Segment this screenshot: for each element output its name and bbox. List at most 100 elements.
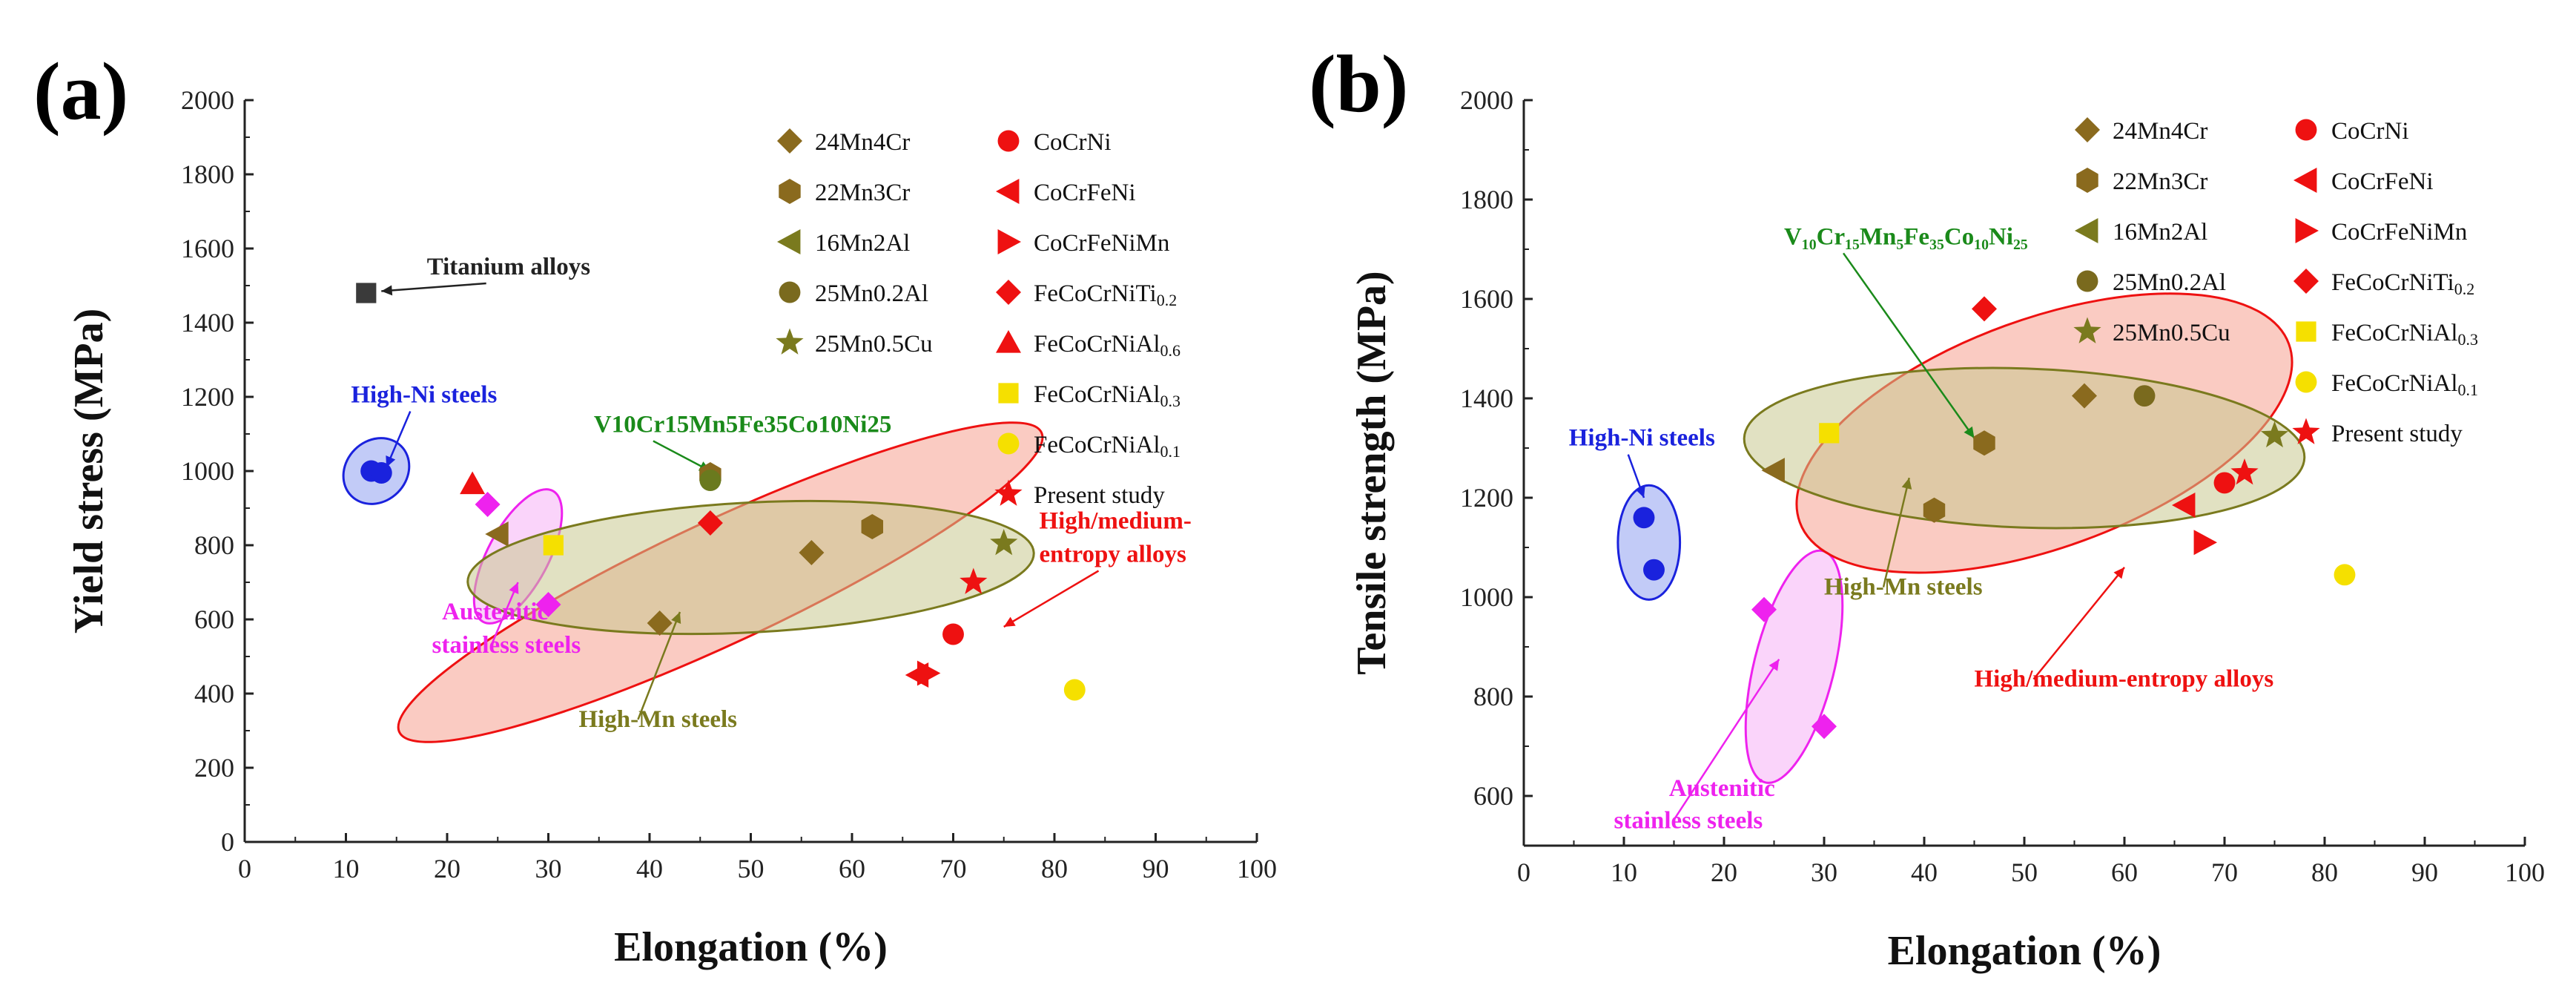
panel-b: (b) 0 10 20 30 40 50 60 70 80 90 100 600 800 1000 1200 1… [1309, 39, 2545, 974]
y-tick-label: 200 [194, 753, 234, 783]
x-tick-label: 70 [940, 854, 967, 883]
annotation-arrow-head [1964, 426, 1975, 438]
legend-marker-fecocrnial0-1 [2295, 371, 2317, 393]
legend-label-text: 25Mn0.2Al [2113, 269, 2226, 296]
legend-label-24mn4cr: 24Mn4Cr [815, 129, 910, 156]
legend-marker-24mn4cr [2075, 117, 2100, 142]
legend-marker-present-study [2292, 418, 2320, 444]
region-high-ni-steels [1616, 484, 1682, 601]
legend-label-25mn0-2al: 25Mn0.2Al [815, 280, 928, 307]
legend-label-text: 22Mn3Cr [2113, 168, 2207, 195]
x-axis-title: Elongation (%) [1888, 928, 2161, 974]
annotation-titanium-alloys: Titanium alloys [427, 254, 591, 280]
legend-label-fecocrnial0-3: FeCoCrNiAl0.3 [2331, 320, 2478, 349]
legend-marker-fecocrnial0-3 [2296, 321, 2316, 342]
point-high-ni-steels [1633, 507, 1655, 529]
legend-label-text: Present study [2331, 421, 2463, 447]
point-16mn2al [1761, 458, 1785, 484]
y-tick-label: 2000 [1460, 85, 1513, 115]
x-tick-label: 30 [535, 854, 562, 883]
legend-label-text: FeCoCrNiAl [1034, 432, 1160, 458]
legend-marker-22mn3cr [2076, 168, 2098, 193]
x-tick-label: 40 [636, 854, 663, 883]
y-axis-title: Yield stress (MPa) [66, 309, 112, 634]
y-tick-label: 1400 [1460, 384, 1513, 413]
point-austenitic-stainless-steels [475, 492, 501, 517]
legend-marker-25mn0-5cu [776, 328, 804, 355]
legend-marker-fecocrnial0-1 [997, 432, 1020, 455]
y-tick-label: 1000 [181, 456, 234, 486]
annotation-arrow-line [2032, 567, 2125, 680]
annotation-arrow-line [653, 440, 711, 473]
y-tick-label: 400 [194, 679, 234, 708]
legend-label-cocrni: CoCrNi [2331, 118, 2409, 145]
y-tick-label: 1800 [1460, 185, 1513, 214]
annotation-arrow-head [1768, 659, 1780, 671]
legend-label-text: CoCrFeNi [2331, 168, 2434, 195]
legend-label-fecocrnial0-1: FeCoCrNiAl0.1 [2331, 370, 2478, 399]
legend-label-text: 25Mn0.2Al [815, 280, 928, 307]
x-tick-label: 10 [1611, 858, 1637, 887]
point-austenitic-stainless-steels [1751, 596, 1777, 622]
annotation-stainless-steels: stainless steels [432, 632, 581, 659]
x-tick-label: 80 [2311, 858, 2338, 887]
legend-label-24mn4cr: 24Mn4Cr [2113, 118, 2207, 145]
x-tick-label: 0 [1517, 858, 1530, 887]
legend-label-text: FeCoCrNiAl [2331, 370, 2458, 397]
x-tick-label: 40 [1911, 858, 1938, 887]
x-tick-label: 20 [1711, 858, 1737, 887]
y-tick-label: 600 [194, 605, 234, 634]
legend-marker-fecocrnial0-6 [996, 330, 1021, 353]
annotation-arrow-line [1842, 252, 1975, 439]
annotation-arrow-line [637, 611, 681, 720]
point-fecocrnial0-3 [1819, 423, 1840, 444]
annotation-v10cr15mn5fe35co10ni25: V10Cr15Mn5Fe35Co10Ni25 [594, 412, 891, 438]
annotation-austenitic: Austenitic [442, 599, 548, 625]
legend-label-text: FeCoCrNiAl [2331, 320, 2458, 346]
legend-marker-cocrfeni [996, 179, 1020, 204]
legend-label-text: 16Mn2Al [2113, 219, 2207, 246]
y-tick-label: 1600 [181, 234, 234, 263]
point-present-study [2230, 458, 2259, 485]
annotation-high-medium-entropy-alloys: High/medium-entropy alloys [1975, 666, 2274, 693]
annotation-arrow-head [386, 455, 396, 467]
legend-marker-24mn4cr [777, 128, 802, 154]
legend-label-present-study: Present study [2331, 421, 2463, 447]
legend-label-text: 22Mn3Cr [815, 180, 910, 206]
point-high-ni-steels [370, 462, 392, 484]
legend-marker-fecocrniti0-2 [996, 280, 1021, 305]
annotation-high-ni-steels: High-Ni steels [1569, 425, 1715, 452]
y-tick-label: 1200 [181, 382, 234, 412]
legend-label-text: FeCoCrNiAl [1034, 381, 1160, 408]
point-24mn4cr [2072, 383, 2097, 409]
point-cocrfeni [2172, 493, 2196, 519]
panel-label: (a) [33, 46, 128, 136]
point-22mn3cr [1973, 430, 1995, 456]
point-fecocrniti0-2 [697, 510, 723, 536]
point-24mn4cr [799, 540, 825, 565]
legend-label-text: CoCrFeNiMn [2331, 219, 2467, 246]
legend-label-cocrfenimn: CoCrFeNiMn [2331, 219, 2467, 246]
legend-marker-25mn0-2al [2076, 270, 2098, 292]
point-22mn3cr [1923, 497, 1946, 523]
annotation-entropy-alloys: entropy alloys [1040, 542, 1186, 568]
x-tick-label: 80 [1041, 854, 1068, 883]
legend-marker-fecocrnial0-3 [998, 383, 1019, 404]
point-fecocrnial0-3 [543, 535, 564, 556]
point-fecocrniti0-2 [1972, 296, 1997, 322]
panel-label: (b) [1309, 39, 1408, 129]
legend-label-text: 16Mn2Al [815, 230, 910, 257]
legend-label-16mn2al: 16Mn2Al [815, 230, 910, 257]
x-tick-label: 100 [2505, 858, 2545, 887]
legend-label-cocrfenimn: CoCrFeNiMn [1034, 230, 1169, 257]
legend-label-subscript: 0.3 [1160, 392, 1181, 410]
x-tick-label: 20 [434, 854, 460, 883]
y-tick-label: 1000 [1460, 582, 1513, 612]
legend-label-fecocrniti0-2: FeCoCrNiTi0.2 [1034, 280, 1177, 309]
legend-marker-16mn2al [777, 229, 801, 254]
annotation-arrow-head [2113, 567, 2124, 579]
legend-label-22mn3cr: 22Mn3Cr [2113, 168, 2207, 195]
annotation-high-ni-steels: High-Ni steels [351, 382, 497, 409]
x-tick-label: 50 [2011, 858, 2038, 887]
